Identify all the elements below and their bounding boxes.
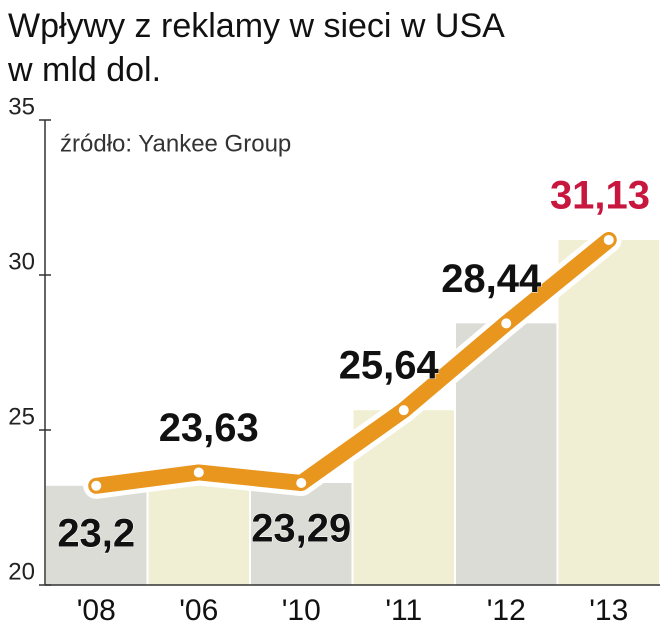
bar [558, 239, 659, 585]
point [294, 476, 309, 491]
bar [251, 483, 352, 585]
bar [46, 485, 147, 585]
source: źródło: Yankee Group [60, 130, 291, 157]
value-label: 28,44 [441, 257, 542, 301]
x-tick-label: '12 [487, 594, 526, 627]
bar [148, 472, 249, 585]
value-label: 25,64 [339, 344, 440, 388]
x-tick-label: '10 [282, 594, 321, 627]
value-label: 23,29 [251, 507, 351, 551]
y-tick-label: 25 [8, 403, 35, 430]
x-tick-label: '11 [385, 594, 422, 627]
value-label: 31,13 [550, 174, 650, 218]
point [191, 465, 206, 480]
y-tick-label: 30 [8, 248, 35, 275]
y-tick-label: 35 [8, 93, 35, 120]
x-tick-label: '06 [179, 594, 218, 627]
point [601, 232, 616, 247]
x-tick-label: '08 [77, 594, 116, 627]
y-tick-label: 20 [8, 558, 35, 585]
point [499, 316, 514, 331]
point [89, 478, 104, 493]
value-label: 23,2 [57, 511, 135, 555]
x-tick-label: '13 [589, 594, 628, 627]
point [396, 403, 411, 418]
value-label: 23,63 [159, 406, 259, 450]
chart-subtitle: w mld dol. [7, 51, 161, 89]
chart-title: Wpływy z reklamy w sieci w USA [8, 7, 505, 45]
line [88, 231, 617, 494]
